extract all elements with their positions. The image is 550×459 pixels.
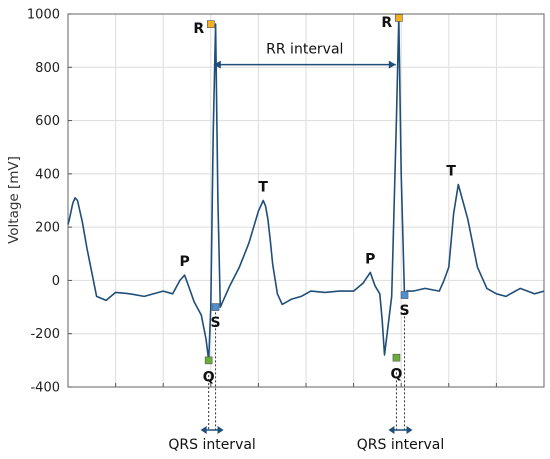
wave-label-p: P: [365, 251, 375, 267]
y-axis-title: Voltage [mV]: [6, 156, 22, 244]
y-axis-label: Voltage [mV]: [6, 156, 22, 244]
wave-labels: P T P T: [179, 164, 456, 271]
wave-label-q: Q: [203, 369, 215, 385]
y-tick-label: 1000: [27, 8, 60, 23]
wave-point-markers: R Q S R Q S: [193, 14, 410, 385]
rr-interval-label: RR interval: [266, 42, 343, 58]
marker-s: [400, 291, 409, 299]
rr-interval: RR interval: [213, 42, 396, 69]
wave-label-t: T: [258, 180, 268, 196]
plot-frame: [67, 13, 545, 388]
qrs-interval-label: QRS interval: [357, 437, 444, 453]
grid: [67, 13, 545, 388]
rr-arrow-left: [213, 60, 221, 69]
y-tick-label: 200: [35, 221, 60, 236]
wave-label-s: S: [211, 315, 221, 331]
y-tick-label: -200: [30, 327, 60, 342]
qrs-arrow-left: [200, 426, 207, 434]
qrs-intervals: QRS interval QRS interval: [168, 312, 444, 453]
wave-label-q: Q: [390, 367, 402, 383]
qrs-arrow-left: [388, 426, 395, 434]
y-tick-label: 0: [52, 274, 60, 289]
marker-r: [395, 14, 403, 22]
wave-label-r: R: [193, 21, 204, 37]
rr-arrow-right: [388, 60, 396, 69]
wave-label-s: S: [399, 303, 409, 319]
y-tick-label: 400: [35, 167, 60, 182]
marker-r: [207, 20, 215, 28]
wave-label-p: P: [179, 254, 189, 270]
wave-label-t: T: [446, 164, 456, 180]
qrs-interval-label: QRS interval: [168, 437, 255, 453]
y-tick-label: 600: [35, 114, 60, 129]
y-tick-label: -400: [30, 381, 60, 396]
y-tick-label: 800: [35, 61, 60, 76]
ecg-trace: [67, 17, 545, 362]
qrs-arrow-right: [217, 426, 224, 434]
wave-label-r: R: [381, 15, 392, 31]
y-axis-ticks: 1000 800 600 400 200 0 -200 -400: [27, 8, 72, 396]
marker-q: [204, 356, 213, 365]
qrs-arrow-right: [406, 426, 413, 434]
marker-q: [392, 353, 401, 362]
marker-s: [211, 303, 220, 311]
